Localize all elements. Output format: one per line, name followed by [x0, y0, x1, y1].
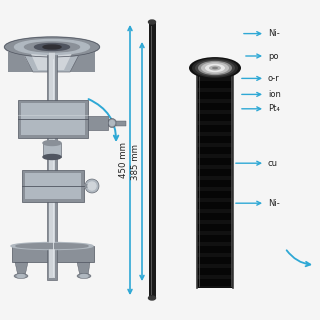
Bar — [49, 49, 55, 278]
Ellipse shape — [35, 44, 69, 51]
Bar — [25, 173, 81, 199]
Ellipse shape — [80, 275, 88, 277]
Text: ion: ion — [268, 90, 281, 99]
Polygon shape — [197, 246, 233, 252]
Bar — [43, 143, 61, 157]
Polygon shape — [197, 213, 233, 220]
Text: Ni-: Ni- — [268, 29, 280, 38]
Text: o-r: o-r — [268, 74, 280, 83]
Ellipse shape — [192, 58, 238, 78]
Ellipse shape — [148, 20, 156, 24]
Ellipse shape — [148, 296, 156, 300]
Ellipse shape — [16, 244, 88, 249]
Polygon shape — [197, 136, 233, 142]
Polygon shape — [197, 158, 233, 164]
Text: 385 mm: 385 mm — [131, 143, 140, 180]
Ellipse shape — [189, 57, 241, 79]
Bar — [84, 184, 90, 188]
Ellipse shape — [205, 64, 225, 72]
Ellipse shape — [17, 275, 25, 277]
Ellipse shape — [212, 67, 218, 69]
Polygon shape — [148, 22, 156, 298]
Ellipse shape — [14, 274, 28, 278]
Bar — [18, 100, 88, 138]
Bar — [88, 116, 108, 130]
Polygon shape — [197, 115, 233, 121]
Bar — [22, 170, 84, 202]
Polygon shape — [20, 47, 83, 72]
Polygon shape — [197, 92, 233, 99]
Text: cu: cu — [268, 159, 278, 168]
Ellipse shape — [109, 121, 115, 125]
Polygon shape — [197, 191, 233, 197]
Polygon shape — [77, 262, 90, 276]
Ellipse shape — [201, 62, 229, 74]
Polygon shape — [197, 170, 233, 176]
Polygon shape — [197, 68, 233, 288]
Polygon shape — [197, 70, 233, 76]
Ellipse shape — [198, 61, 232, 75]
Polygon shape — [197, 180, 233, 187]
Ellipse shape — [4, 37, 100, 57]
Polygon shape — [70, 52, 95, 72]
Ellipse shape — [195, 60, 235, 76]
Polygon shape — [197, 224, 233, 230]
Polygon shape — [28, 47, 75, 70]
Text: Pt₄: Pt₄ — [268, 104, 280, 113]
Polygon shape — [197, 148, 233, 154]
Ellipse shape — [108, 118, 116, 127]
Ellipse shape — [43, 45, 61, 49]
Text: 450 mm: 450 mm — [119, 142, 128, 178]
Text: po: po — [268, 52, 278, 60]
Ellipse shape — [77, 274, 91, 278]
Ellipse shape — [14, 39, 90, 54]
Circle shape — [85, 179, 99, 193]
Polygon shape — [197, 258, 233, 264]
Ellipse shape — [25, 42, 79, 52]
Polygon shape — [197, 203, 233, 209]
Polygon shape — [197, 279, 233, 285]
Bar — [12, 246, 94, 262]
Ellipse shape — [43, 140, 61, 146]
Polygon shape — [15, 262, 28, 276]
Ellipse shape — [209, 66, 221, 70]
Polygon shape — [197, 236, 233, 242]
Polygon shape — [197, 82, 233, 88]
Polygon shape — [197, 103, 233, 109]
Circle shape — [88, 182, 96, 190]
Bar — [116, 121, 126, 125]
Bar — [21, 103, 85, 135]
Ellipse shape — [11, 243, 93, 250]
Text: Ni-: Ni- — [268, 199, 280, 208]
Ellipse shape — [43, 155, 61, 159]
Bar — [47, 47, 57, 280]
Polygon shape — [197, 268, 233, 275]
Polygon shape — [8, 52, 33, 72]
Polygon shape — [197, 125, 233, 132]
